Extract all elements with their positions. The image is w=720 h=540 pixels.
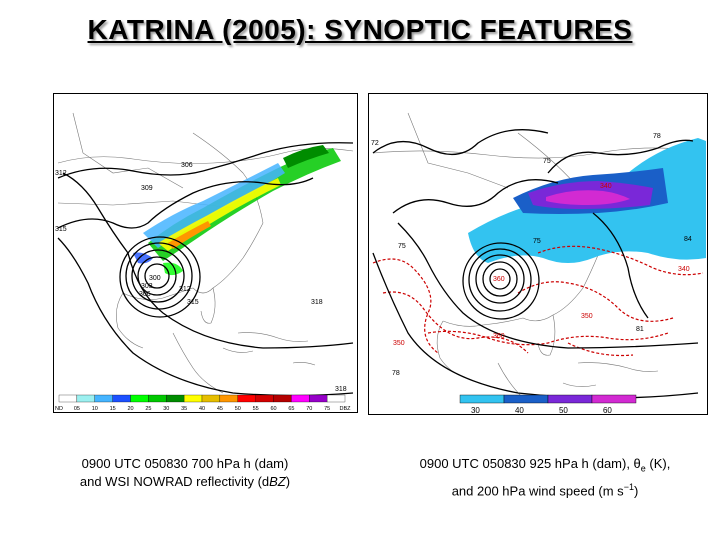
colorbar-swatch: [148, 394, 167, 403]
colorbar-swatch: [201, 394, 221, 403]
contour-label: 84: [684, 236, 692, 243]
colorbar-label: 60: [270, 406, 276, 412]
colorbar-swatch: [94, 394, 113, 403]
colorbar-label: 50: [559, 406, 568, 415]
colorbar-label: 60: [603, 406, 612, 415]
colorbar-label: 40: [199, 406, 205, 412]
colorbar-swatch: [326, 394, 346, 403]
theta-label: 340: [678, 266, 690, 273]
colorbar-swatch: [112, 394, 131, 403]
contour-label: 315: [55, 226, 67, 233]
right-caption: 0900 UTC 050830 925 hPa h (dam), θe (K),…: [380, 455, 710, 500]
contour-label: 318: [311, 299, 323, 306]
contour-label: 300: [149, 275, 161, 282]
left-coastlines: [57, 112, 354, 394]
colorbar-label: 75: [324, 406, 330, 412]
contour-label: 306: [181, 162, 193, 169]
contour-label: 318: [335, 386, 347, 393]
colorbar-swatch: [291, 394, 310, 403]
contour-label: 78: [653, 133, 661, 140]
right-wind-speed: [468, 138, 706, 263]
contour-label: 75: [533, 238, 541, 245]
theta-label: 360: [493, 276, 505, 283]
theta-label: 360: [493, 333, 505, 340]
colorbar-swatch: [255, 394, 274, 403]
colorbar-swatch: [237, 394, 256, 403]
contour-label: 312: [55, 170, 67, 177]
contour-label: 75: [398, 243, 406, 250]
colorbar-label: 15: [110, 406, 116, 412]
colorbar-label: 30: [471, 406, 480, 415]
colorbar-label: 10: [92, 406, 98, 412]
page-title: KATRINA (2005): SYNOPTIC FEATURES: [87, 14, 633, 45]
colorbar-swatch: [309, 394, 328, 403]
colorbar-swatch: [76, 394, 95, 403]
right-colorbar: 30 40 50 60: [459, 394, 637, 415]
colorbar-label: 65: [288, 406, 294, 412]
contour-label: 306: [139, 291, 151, 298]
left-reflectivity: [133, 145, 341, 276]
left-contour-labels: 306 312 309 315 300 303 306 312 315 318 …: [55, 162, 347, 393]
left-caption: 0900 UTC 050830 700 hPa h (dam) and WSI …: [40, 455, 330, 491]
colorbar-label: 35: [181, 406, 187, 412]
colorbar-label: ND: [55, 406, 63, 412]
contour-label: 303: [141, 283, 153, 290]
colorbar-swatch: [219, 394, 238, 403]
right-map-figure: 72 75 78 84 75 75 81 78 340 360 350 360 …: [368, 93, 708, 415]
contour-label: 315: [187, 299, 199, 306]
colorbar-label: 30: [163, 406, 169, 412]
contour-label: 72: [371, 140, 379, 147]
left-caption-line2: and WSI NOWRAD reflectivity (dBZ): [79, 474, 291, 489]
contour-label: 78: [392, 370, 400, 377]
colorbar-swatch: [503, 394, 549, 404]
right-caption-line1: 0900 UTC 050830 925 hPa h (dam), θe (K),: [419, 456, 671, 474]
right-map-panel: 72 75 78 84 75 75 81 78 340 360 350 360 …: [368, 93, 708, 415]
right-contour-labels: 72 75 78 84 75 75 81 78: [371, 133, 692, 377]
left-map-figure: 306 312 309 315 300 303 306 312 315 318 …: [53, 93, 358, 413]
colorbar-label: 05: [74, 406, 80, 412]
contour-label: 81: [636, 326, 644, 333]
right-caption-line2: and 200 hPa wind speed (m s−1): [451, 481, 639, 498]
colorbar-label: 40: [515, 406, 524, 415]
colorbar-swatch: [166, 394, 185, 403]
colorbar-label: 20: [127, 406, 133, 412]
colorbar-swatch: [183, 394, 203, 403]
right-theta-labels: 340 360 350 360 350 340: [393, 183, 690, 347]
theta-label: 350: [393, 340, 405, 347]
colorbar-swatch: [58, 394, 78, 403]
colorbar-label: 25: [145, 406, 151, 412]
contour-label: 309: [141, 185, 153, 192]
colorbar-swatch: [459, 394, 505, 404]
colorbar-label: 45: [217, 406, 223, 412]
colorbar-label: 55: [253, 406, 259, 412]
colorbar-label: 50: [235, 406, 241, 412]
left-caption-line1: 0900 UTC 050830 700 hPa h (dam): [81, 456, 289, 471]
contour-label: 75: [543, 158, 551, 165]
colorbar-swatch: [273, 394, 292, 403]
theta-label: 350: [581, 313, 593, 320]
right-theta-e-contours: [372, 245, 704, 357]
colorbar-swatch: [547, 394, 593, 404]
theta-label: 340: [600, 183, 612, 190]
left-colorbar: ND 05 10 15 20 25 30 35 40 45 50 55 60 65 70 75 DBZ: [55, 394, 352, 412]
contour-label: 312: [179, 286, 191, 293]
colorbar-swatch: [591, 394, 637, 404]
colorbar-swatch: [130, 394, 149, 403]
left-map-panel: 306 312 309 315 300 303 306 312 315 318 …: [53, 93, 358, 413]
colorbar-label: DBZ: [340, 406, 352, 412]
colorbar-label: 70: [306, 406, 312, 412]
